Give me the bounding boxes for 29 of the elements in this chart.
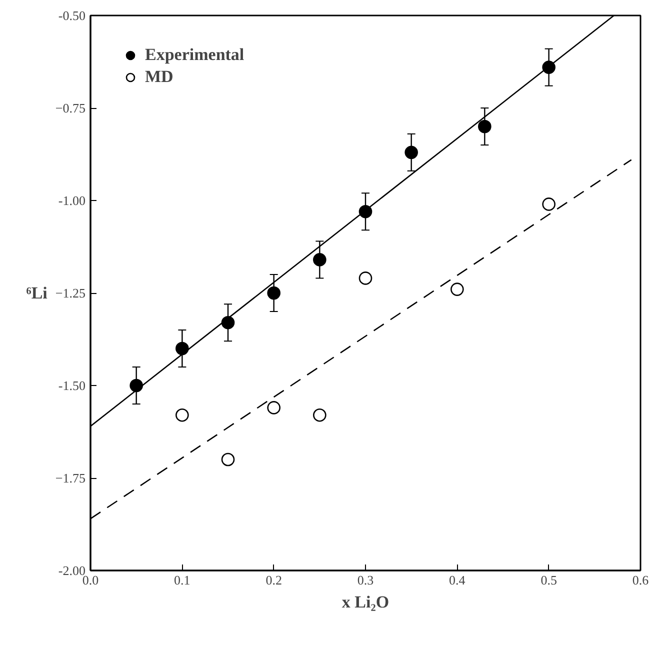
point — [176, 342, 189, 356]
point — [267, 286, 280, 300]
x-tick-label: 0.4 — [449, 572, 466, 588]
x-axis-title: x Li₂O — [342, 592, 390, 612]
x-tick-label: 0.6 — [632, 572, 650, 588]
x-tick-label: 0.1 — [174, 572, 190, 588]
y-tick-label: −1.75 — [55, 470, 86, 486]
point — [267, 401, 280, 414]
legend-label: MD — [145, 67, 174, 87]
x-tick-label: 0.3 — [357, 572, 374, 588]
point — [130, 378, 143, 392]
point — [176, 408, 189, 422]
y-tick-label: -1.50 — [58, 378, 86, 393]
x-tick-label: 0.5 — [540, 572, 557, 588]
point — [478, 120, 492, 134]
y-tick-label: -0.50 — [58, 8, 86, 23]
point — [313, 408, 326, 422]
point — [221, 452, 235, 466]
point — [404, 146, 418, 160]
legend-label: Experimental — [145, 45, 244, 65]
point — [542, 198, 556, 211]
y-tick-label: −1.25 — [55, 286, 86, 300]
x-tick-label: 0.2 — [266, 572, 282, 588]
point — [358, 272, 372, 285]
point — [450, 282, 464, 296]
y-axis-title: ⁶Li — [26, 284, 48, 302]
point — [313, 253, 326, 266]
y-tick-label: −0.75 — [55, 100, 86, 116]
y-tick-label: -1.00 — [58, 193, 86, 208]
